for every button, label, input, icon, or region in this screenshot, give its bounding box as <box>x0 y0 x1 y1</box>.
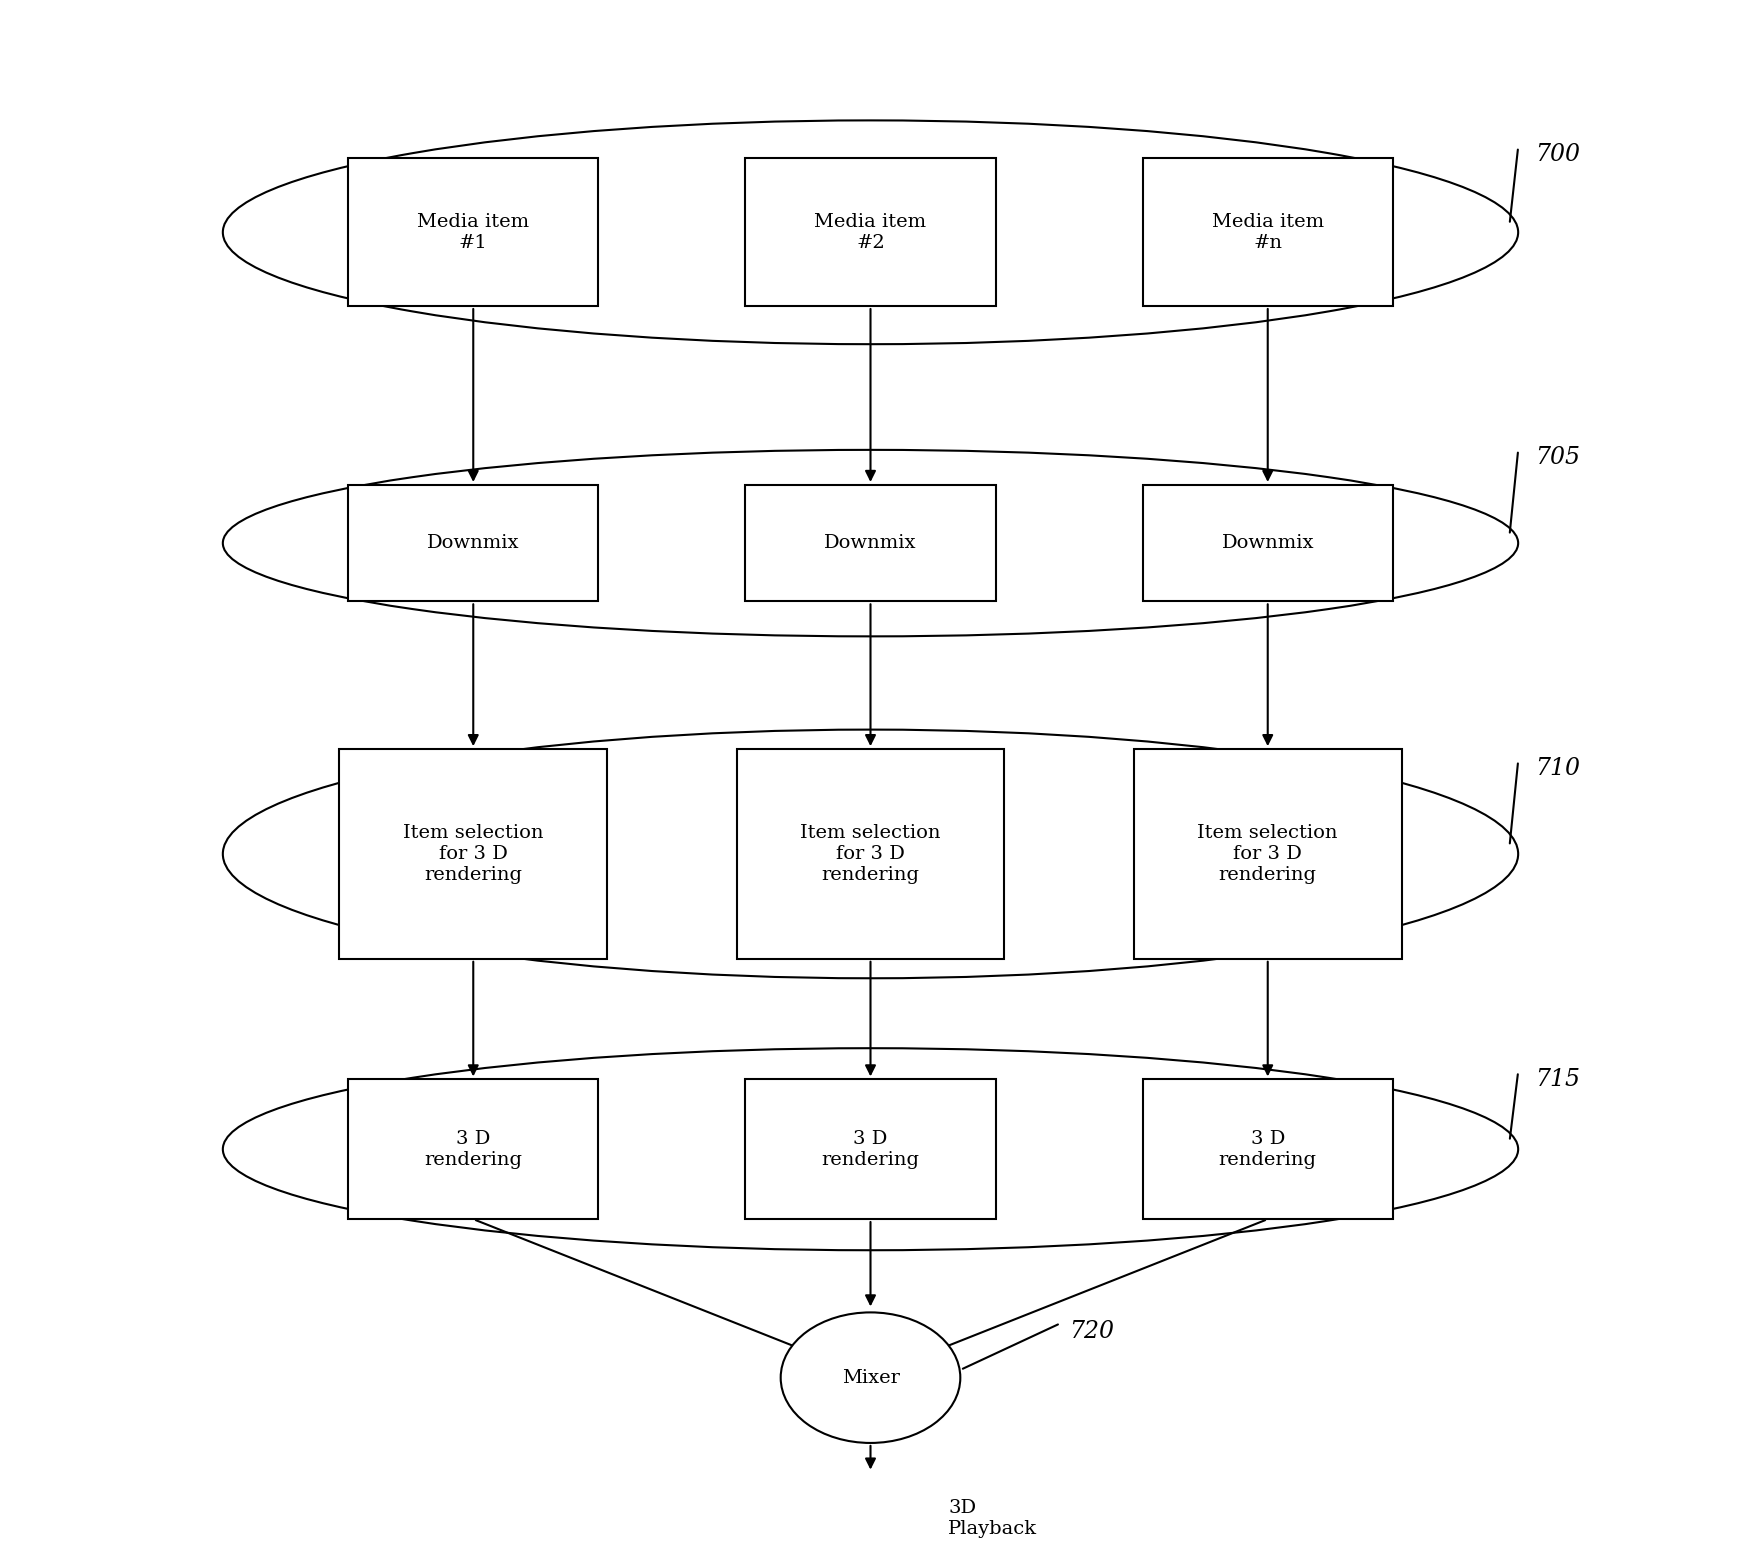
Text: Mixer: Mixer <box>841 1369 900 1386</box>
Bar <box>745 1079 996 1220</box>
Text: Downmix: Downmix <box>823 535 918 552</box>
Bar <box>1142 158 1393 306</box>
Text: 720: 720 <box>1069 1320 1114 1342</box>
Text: Media item
#2: Media item #2 <box>815 213 926 252</box>
Text: 3 D
rendering: 3 D rendering <box>425 1131 522 1168</box>
Text: Downmix: Downmix <box>427 535 519 552</box>
Text: 700: 700 <box>1536 143 1581 166</box>
Bar <box>745 485 996 602</box>
Bar <box>736 750 1005 960</box>
Bar <box>1142 1079 1393 1220</box>
Text: Item selection
for 3 D
rendering: Item selection for 3 D rendering <box>402 825 543 884</box>
Bar <box>1142 485 1393 602</box>
Text: Item selection
for 3 D
rendering: Item selection for 3 D rendering <box>801 825 940 884</box>
Bar <box>348 158 599 306</box>
Text: 3 D
rendering: 3 D rendering <box>822 1131 919 1168</box>
Text: Item selection
for 3 D
rendering: Item selection for 3 D rendering <box>1198 825 1339 884</box>
Bar <box>339 750 608 960</box>
Text: 705: 705 <box>1536 447 1581 469</box>
Ellipse shape <box>780 1312 961 1443</box>
Text: Media item
#n: Media item #n <box>1212 213 1323 252</box>
Text: 710: 710 <box>1536 757 1581 779</box>
Text: 3 D
rendering: 3 D rendering <box>1219 1131 1316 1168</box>
Bar <box>348 1079 599 1220</box>
Text: 715: 715 <box>1536 1068 1581 1091</box>
Text: 3D
Playback: 3D Playback <box>949 1499 1038 1538</box>
Text: Downmix: Downmix <box>1222 535 1314 552</box>
Bar <box>745 158 996 306</box>
Bar <box>1133 750 1402 960</box>
Bar <box>348 485 599 602</box>
Text: Media item
#1: Media item #1 <box>418 213 529 252</box>
